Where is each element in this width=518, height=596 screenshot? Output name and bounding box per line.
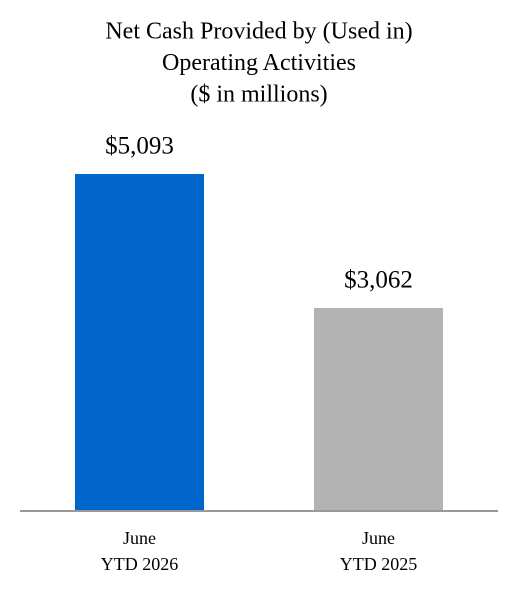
value-label: $3,062 xyxy=(344,267,413,294)
chart-title: Operating Activities xyxy=(162,50,356,76)
x-tick-label: June xyxy=(123,528,156,548)
chart-title: Net Cash Provided by (Used in) xyxy=(105,19,412,45)
bar xyxy=(75,174,204,510)
value-label: $5,093 xyxy=(105,133,174,160)
bar xyxy=(314,307,443,510)
chart-title: ($ in millions) xyxy=(190,82,327,108)
x-tick-label: YTD 2026 xyxy=(101,554,179,574)
x-tick-label: June xyxy=(362,528,395,548)
x-tick-label: YTD 2025 xyxy=(340,554,418,574)
